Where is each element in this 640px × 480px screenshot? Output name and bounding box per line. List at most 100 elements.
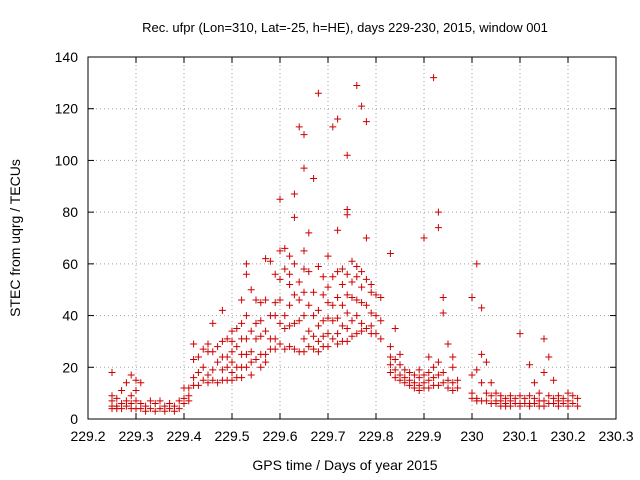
- data-point: [300, 131, 308, 139]
- data-point: [449, 353, 457, 361]
- data-point: [348, 293, 356, 301]
- data-point: [310, 332, 318, 340]
- data-point: [334, 268, 342, 276]
- data-point: [281, 265, 289, 273]
- data-point: [228, 358, 236, 366]
- data-point: [276, 340, 284, 348]
- data-point: [223, 363, 231, 371]
- data-point: [449, 363, 457, 371]
- data-point: [199, 376, 207, 384]
- data-point: [492, 399, 500, 407]
- data-point: [122, 402, 130, 410]
- data-point: [564, 402, 572, 410]
- y-tick-label: 80: [62, 204, 78, 220]
- data-point: [305, 343, 313, 351]
- data-point: [430, 363, 438, 371]
- y-tick-label: 60: [62, 256, 78, 272]
- data-point: [137, 379, 145, 387]
- data-point: [545, 353, 553, 361]
- data-point: [372, 312, 380, 320]
- data-point: [300, 247, 308, 255]
- data-point: [146, 405, 154, 413]
- data-point: [319, 317, 327, 325]
- data-point: [319, 332, 327, 340]
- data-point: [185, 397, 193, 405]
- x-tick-label: 229.2: [70, 428, 105, 444]
- data-point: [324, 343, 332, 351]
- x-tick-label: 229.7: [310, 428, 345, 444]
- data-point: [281, 325, 289, 332]
- data-point: [118, 405, 126, 413]
- data-point: [300, 312, 308, 320]
- data-point: [343, 211, 351, 219]
- data-point: [358, 102, 366, 110]
- data-point: [406, 368, 414, 376]
- data-point: [228, 348, 236, 356]
- data-point: [276, 319, 284, 327]
- data-point: [338, 281, 346, 289]
- data-point: [439, 309, 447, 317]
- data-point: [242, 335, 250, 343]
- data-point: [151, 407, 159, 415]
- data-point: [142, 407, 150, 415]
- data-point: [353, 296, 361, 304]
- data-point: [434, 208, 442, 216]
- data-point: [276, 296, 284, 304]
- data-point: [348, 278, 356, 286]
- grid: [88, 57, 616, 419]
- data-point: [324, 252, 332, 260]
- data-point: [113, 394, 121, 402]
- x-tick-label: 229.9: [406, 428, 441, 444]
- x-tick-label: 229.8: [358, 428, 393, 444]
- data-point: [487, 379, 495, 387]
- data-point: [238, 374, 246, 382]
- data-point: [478, 304, 486, 312]
- data-point: [329, 317, 337, 325]
- data-point: [540, 335, 548, 343]
- data-point: [276, 275, 284, 283]
- data-point: [353, 262, 361, 270]
- data-point: [146, 397, 154, 405]
- data-point: [228, 368, 236, 376]
- data-point: [286, 270, 294, 278]
- data-point: [290, 291, 298, 299]
- data-point: [338, 301, 346, 309]
- data-point: [314, 337, 322, 345]
- data-point: [214, 343, 222, 351]
- data-point: [247, 358, 255, 366]
- data-point: [444, 384, 452, 392]
- data-point: [478, 350, 486, 358]
- data-point: [286, 322, 294, 330]
- data-point: [420, 371, 428, 379]
- data-point: [286, 343, 294, 351]
- data-point: [257, 317, 265, 325]
- data-point: [415, 374, 423, 382]
- data-point: [396, 361, 404, 369]
- data-point: [367, 288, 375, 296]
- data-point: [319, 273, 327, 281]
- data-point: [439, 293, 447, 301]
- data-point: [286, 281, 294, 289]
- data-point: [334, 115, 342, 123]
- data-point: [132, 376, 140, 384]
- data-point: [569, 392, 577, 400]
- data-point: [257, 332, 265, 340]
- data-point: [415, 366, 423, 374]
- data-point: [343, 337, 351, 345]
- y-tick-label: 0: [70, 411, 78, 427]
- data-point: [473, 366, 481, 374]
- data-point: [286, 252, 294, 260]
- data-point: [295, 317, 303, 325]
- data-point: [410, 371, 418, 379]
- x-tick-label: 229.3: [118, 428, 153, 444]
- data-point: [314, 89, 322, 97]
- data-point: [348, 317, 356, 325]
- data-point: [338, 322, 346, 330]
- data-point: [434, 381, 442, 389]
- data-point: [559, 399, 567, 407]
- data-point: [343, 151, 351, 159]
- data-point: [233, 325, 241, 332]
- data-point: [194, 368, 202, 376]
- data-point: [257, 299, 265, 307]
- data-point: [290, 345, 298, 353]
